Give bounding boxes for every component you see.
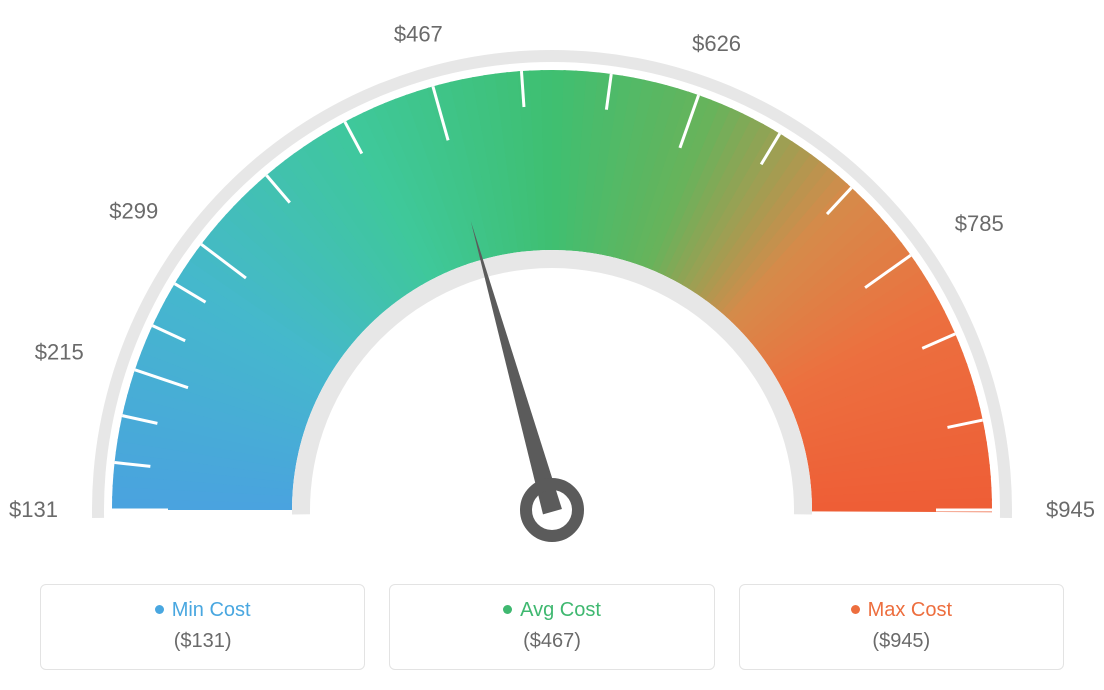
gauge-tick-label: $131 xyxy=(9,497,58,522)
legend-row: Min Cost ($131) Avg Cost ($467) Max Cost… xyxy=(40,584,1064,670)
legend-min-value: ($131) xyxy=(41,630,364,653)
legend-avg-label: Avg Cost xyxy=(520,599,601,621)
gauge-tick-label: $215 xyxy=(35,340,84,365)
legend-min-label: Min Cost xyxy=(172,599,251,621)
legend-avg-value: ($467) xyxy=(390,630,713,653)
legend-avg: Avg Cost ($467) xyxy=(389,584,714,670)
legend-max-label: Max Cost xyxy=(868,599,952,621)
gauge-tick-label: $467 xyxy=(394,21,443,46)
gauge-tick-label: $945 xyxy=(1046,497,1095,522)
legend-max: Max Cost ($945) xyxy=(739,584,1064,670)
legend-min-title: Min Cost xyxy=(41,599,364,622)
legend-max-dot xyxy=(851,605,860,614)
legend-max-title: Max Cost xyxy=(740,599,1063,622)
legend-min: Min Cost ($131) xyxy=(40,584,365,670)
gauge-chart-container: $131 $215 $299 $467 $626 $785 $945 Min Cost ($… xyxy=(0,0,1104,690)
gauge-area: $131 $215 $299 $467 $626 $785 $945 xyxy=(0,0,1104,560)
legend-min-dot xyxy=(155,605,164,614)
legend-avg-title: Avg Cost xyxy=(390,599,713,622)
gauge-tick-label: $785 xyxy=(955,211,1004,236)
legend-max-value: ($945) xyxy=(740,630,1063,653)
gauge-svg: $131 $215 $299 $467 $626 $785 $945 xyxy=(0,0,1104,560)
gauge-tick-label: $626 xyxy=(692,31,741,56)
gauge-tick-label: $299 xyxy=(109,199,158,224)
legend-avg-dot xyxy=(503,605,512,614)
